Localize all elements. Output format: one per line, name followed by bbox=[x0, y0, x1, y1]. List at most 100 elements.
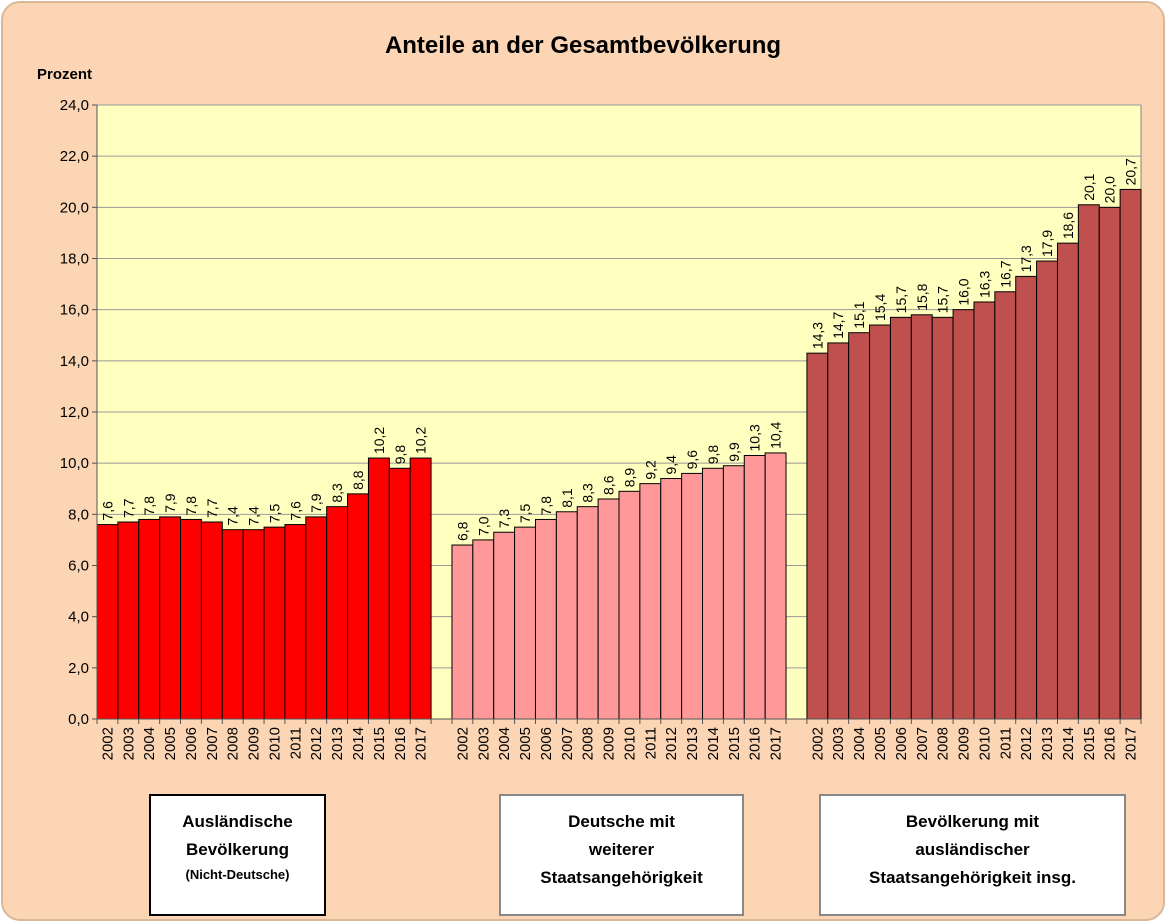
x-tick-label: 2013 bbox=[684, 727, 701, 760]
group-label: weiterer bbox=[588, 840, 655, 859]
value-label: 7,8 bbox=[141, 496, 157, 516]
y-tick-label: 10,0 bbox=[60, 455, 89, 472]
x-tick-label: 2013 bbox=[1039, 727, 1056, 760]
bar bbox=[1036, 260, 1058, 720]
value-label: 15,1 bbox=[851, 301, 867, 328]
bar bbox=[1098, 206, 1121, 720]
bar bbox=[994, 291, 1017, 720]
value-label: 9,2 bbox=[642, 460, 658, 480]
bar bbox=[952, 309, 975, 720]
group-note: (Nicht-Deutsche) bbox=[185, 867, 289, 882]
y-tick-label: 16,0 bbox=[60, 302, 89, 319]
y-tick-label: 4,0 bbox=[68, 609, 89, 626]
group-label: Bevölkerung bbox=[186, 840, 289, 859]
value-label: 15,7 bbox=[893, 286, 909, 313]
x-tick-label: 2015 bbox=[1081, 727, 1098, 760]
x-tick-label: 2014 bbox=[705, 727, 722, 760]
value-label: 7,0 bbox=[475, 516, 491, 536]
bar bbox=[639, 483, 662, 720]
value-label: 16,7 bbox=[997, 260, 1013, 287]
bar bbox=[1119, 188, 1142, 720]
bar bbox=[493, 531, 516, 720]
group-label: Ausländische bbox=[182, 812, 293, 831]
bar bbox=[326, 506, 349, 720]
x-tick-label: 2007 bbox=[914, 727, 931, 760]
value-label: 9,9 bbox=[726, 442, 742, 462]
bar bbox=[451, 544, 474, 720]
group-box bbox=[499, 794, 744, 916]
bar bbox=[472, 539, 495, 720]
value-label: 7,6 bbox=[99, 501, 115, 521]
x-tick-label: 2005 bbox=[872, 727, 889, 760]
x-tick-label: 2016 bbox=[747, 727, 764, 760]
bar bbox=[910, 314, 933, 720]
value-label: 18,6 bbox=[1060, 212, 1076, 239]
value-label: 7,7 bbox=[120, 498, 136, 518]
x-tick-label: 2014 bbox=[1060, 727, 1077, 760]
value-label: 16,0 bbox=[956, 278, 972, 305]
value-label: 8,3 bbox=[329, 483, 345, 503]
bar bbox=[284, 524, 307, 720]
group-box bbox=[149, 794, 326, 916]
value-label: 14,3 bbox=[809, 322, 825, 349]
x-tick-label: 2011 bbox=[997, 727, 1014, 759]
bar bbox=[305, 516, 328, 720]
x-tick-label: 2006 bbox=[538, 727, 555, 760]
value-label: 14,7 bbox=[830, 311, 846, 338]
x-tick-label: 2008 bbox=[935, 727, 952, 760]
value-label: 20,0 bbox=[1102, 176, 1118, 203]
bar bbox=[159, 516, 182, 720]
x-tick-label: 2004 bbox=[851, 727, 868, 760]
value-label: 9,8 bbox=[705, 445, 721, 465]
value-label: 8,3 bbox=[580, 483, 596, 503]
bar bbox=[576, 506, 599, 720]
bar bbox=[1056, 242, 1079, 720]
bar bbox=[555, 511, 578, 720]
x-tick-label: 2003 bbox=[120, 727, 137, 760]
x-tick-label: 2012 bbox=[663, 727, 680, 760]
bar bbox=[514, 526, 536, 720]
bar bbox=[347, 493, 369, 720]
group-label: Deutsche mit bbox=[568, 812, 675, 831]
chart-title: Anteile an der Gesamtbevölkerung bbox=[385, 32, 781, 59]
group-box bbox=[819, 794, 1126, 916]
x-tick-label: 2016 bbox=[392, 727, 409, 760]
value-label: 8,9 bbox=[621, 468, 637, 488]
x-tick-label: 2002 bbox=[99, 727, 116, 760]
x-tick-label: 2005 bbox=[162, 727, 179, 760]
y-tick-label: 0,0 bbox=[68, 711, 89, 728]
x-tick-label: 2007 bbox=[559, 727, 576, 760]
value-label: 9,6 bbox=[684, 450, 700, 470]
x-tick-label: 2006 bbox=[183, 727, 200, 760]
value-label: 7,8 bbox=[538, 496, 554, 516]
x-tick-label: 2004 bbox=[141, 727, 158, 760]
value-label: 7,9 bbox=[162, 493, 178, 513]
x-tick-label: 2012 bbox=[308, 727, 325, 760]
x-tick-label: 2004 bbox=[496, 727, 513, 760]
value-label: 20,7 bbox=[1123, 158, 1139, 185]
bar bbox=[743, 454, 766, 720]
group-label: ausländischer bbox=[915, 840, 1030, 859]
x-tick-label: 2009 bbox=[246, 727, 263, 760]
value-label: 8,6 bbox=[601, 475, 617, 495]
x-tick-label: 2010 bbox=[976, 727, 993, 760]
group-label: Staatsangehörigkeit insg. bbox=[869, 868, 1076, 887]
value-label: 10,2 bbox=[371, 427, 387, 454]
x-tick-label: 2002 bbox=[454, 727, 471, 760]
bar bbox=[660, 478, 683, 720]
value-label: 10,2 bbox=[413, 427, 429, 454]
x-tick-label: 2011 bbox=[642, 727, 659, 759]
bar bbox=[96, 524, 119, 720]
value-label: 8,8 bbox=[350, 470, 366, 490]
bar bbox=[263, 526, 286, 720]
bar bbox=[180, 518, 202, 720]
value-label: 9,8 bbox=[392, 445, 408, 465]
value-label: 15,8 bbox=[914, 283, 930, 310]
y-tick-label: 8,0 bbox=[68, 506, 89, 523]
value-label: 7,4 bbox=[246, 506, 262, 526]
x-tick-label: 2010 bbox=[621, 727, 638, 760]
bar bbox=[1015, 275, 1038, 720]
bar bbox=[702, 467, 724, 720]
bar bbox=[200, 521, 223, 720]
